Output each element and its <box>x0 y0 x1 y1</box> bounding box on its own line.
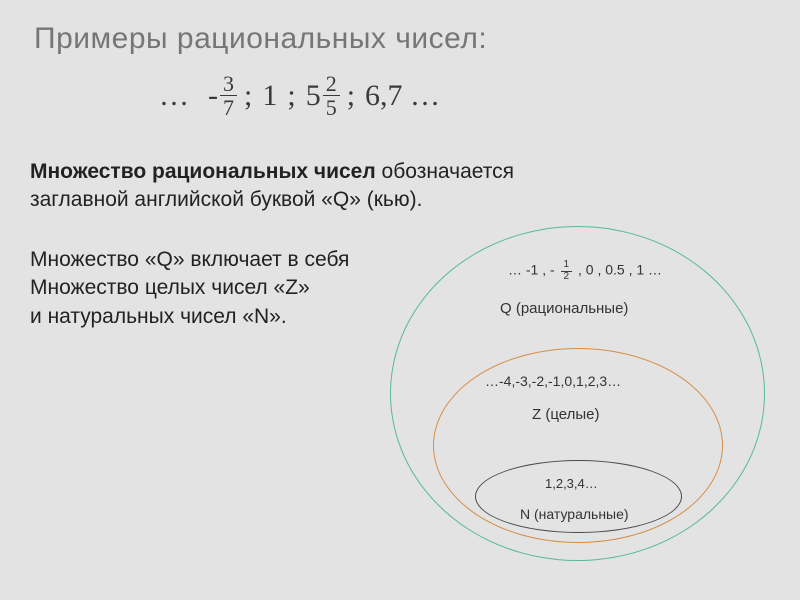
fraction-den: 7 <box>220 96 237 119</box>
minus-sign: - <box>208 79 218 113</box>
fraction-1-2: 1 2 <box>561 260 573 282</box>
value-five: 5 <box>306 79 321 113</box>
separator: ; <box>244 79 252 113</box>
n-name-label: N (натуральные) <box>520 506 629 522</box>
z-examples-label: …-4,-3,-2,-1,0,1,2,3… <box>485 373 621 389</box>
fraction-num: 3 <box>220 72 237 96</box>
text-span: … -1 , - <box>508 262 559 278</box>
ellipse-n-natural <box>475 460 682 533</box>
text-span: , 0 , 0.5 , 1 … <box>578 262 662 278</box>
fraction-den: 2 <box>561 272 573 283</box>
fraction-num: 2 <box>323 72 340 96</box>
value-one: 1 <box>262 79 277 113</box>
fraction-num: 1 <box>561 260 573 272</box>
value-tail: 6,7 … <box>365 79 440 113</box>
z-name-label: Z (целые) <box>532 406 599 423</box>
q-examples-label: … -1 , - 1 2 , 0 , 0.5 , 1 … <box>450 260 720 282</box>
fraction-2-5: 2 5 <box>323 72 340 119</box>
examples-expression: … - 3 7 ; 1 ; 5 2 5 ; 6,7 … <box>154 72 445 119</box>
text-span: заглавной английской буквой «Q» (кью). <box>30 188 422 211</box>
page-title: Примеры рациональных чисел: <box>34 22 487 56</box>
text-line: Множество «Q» включает в себя <box>30 248 349 271</box>
text-line: и натуральных чисел «N». <box>30 305 287 328</box>
paragraph-definition: Множество рациональных чисел обозначаетс… <box>30 158 514 215</box>
text-span: обозначается <box>376 160 514 183</box>
n-examples-label: 1,2,3,4… <box>545 476 598 491</box>
separator: ; <box>347 79 355 113</box>
text-line: Множество целых чисел «Z» <box>30 276 310 299</box>
fraction-den: 5 <box>323 96 340 119</box>
ellipsis-lead: … <box>159 79 189 113</box>
venn-diagram: … -1 , - 1 2 , 0 , 0.5 , 1 … Q (рационал… <box>380 218 780 588</box>
bold-term: Множество рациональных чисел <box>30 160 376 183</box>
fraction-3-7: 3 7 <box>220 72 237 119</box>
paragraph-inclusion: Множество «Q» включает в себя Множество … <box>30 246 390 331</box>
separator: ; <box>287 79 295 113</box>
q-name-label: Q (рациональные) <box>500 300 628 317</box>
